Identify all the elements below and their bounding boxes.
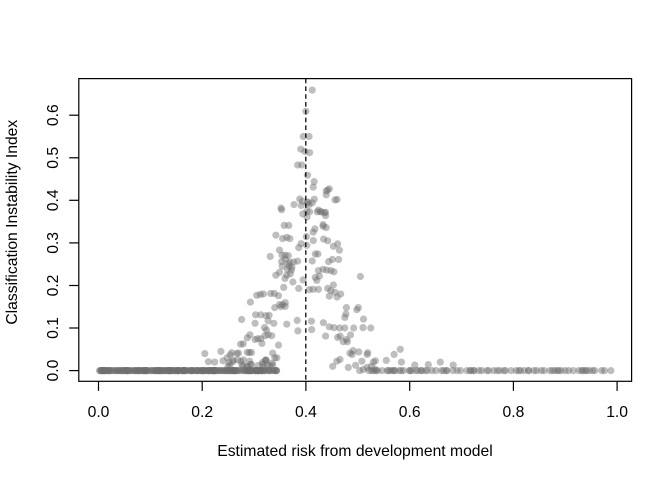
svg-text:0.6: 0.6 [399, 404, 421, 421]
svg-text:0.0: 0.0 [45, 359, 62, 381]
svg-text:Estimated risk from developmen: Estimated risk from development model [217, 443, 493, 460]
svg-text:0.6: 0.6 [45, 104, 62, 126]
svg-text:0.8: 0.8 [502, 404, 524, 421]
svg-text:0.2: 0.2 [45, 275, 62, 297]
svg-text:0.4: 0.4 [45, 189, 62, 211]
svg-text:0.4: 0.4 [295, 404, 317, 421]
svg-text:0.2: 0.2 [191, 404, 213, 421]
svg-text:0.1: 0.1 [45, 317, 62, 339]
svg-text:0.0: 0.0 [88, 404, 110, 421]
svg-text:0.3: 0.3 [45, 232, 62, 254]
svg-text:0.5: 0.5 [45, 147, 62, 169]
svg-text:1.0: 1.0 [606, 404, 628, 421]
svg-text:Classification Instability Ind: Classification Instability Index [4, 120, 21, 325]
